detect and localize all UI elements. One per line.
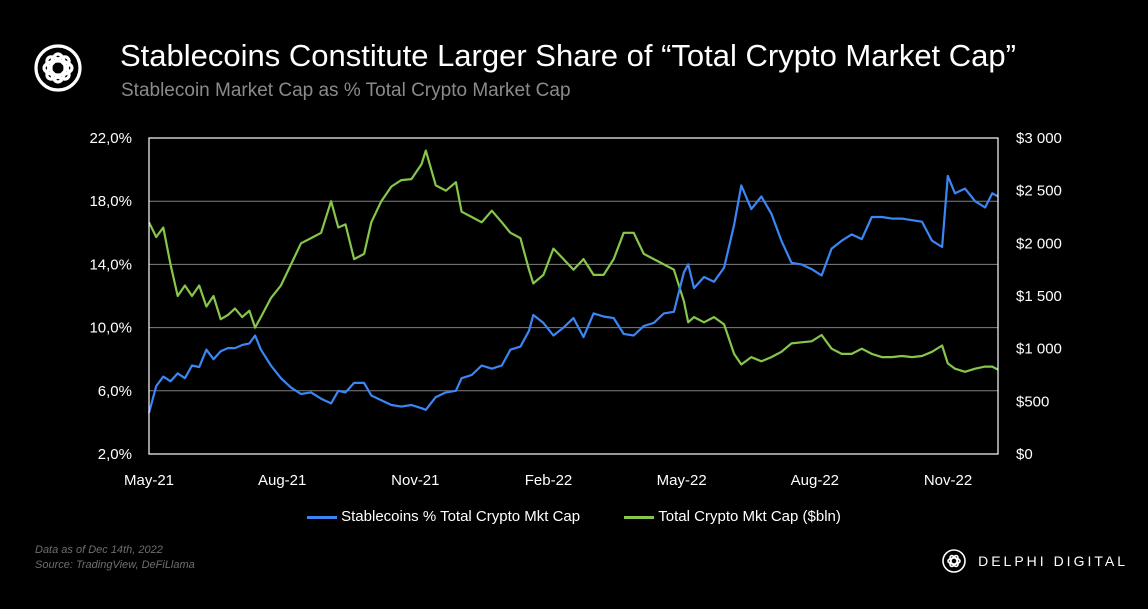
y-right-tick-label: $1 000 [1016,341,1062,358]
delphi-logo-icon [34,44,82,92]
series-line-stablecoins [147,174,999,414]
y-left-tick-label: 18,0% [89,193,132,210]
series-layer [147,149,999,414]
footnote-date: Data as of Dec 14th, 2022 [35,544,163,556]
x-tick-label: Nov-21 [391,472,439,489]
y-left-tick-label: 6,0% [98,383,132,400]
footnote: Data as of Dec 14th, 2022 Source: Tradin… [35,543,195,573]
grid-layer [149,200,998,392]
axis-layer: 2,0% 6,0% 10,0% 14,0% 18,0% 22,0% $0 $500 $1 000… [89,130,1061,489]
legend-swatch-total [624,515,655,519]
x-tick-label: Aug-22 [791,472,839,489]
y-right-tick-label: $0 [1016,446,1033,463]
y-right-tick-label: $3 000 [1016,130,1062,147]
chart-title: Stablecoins Constitute Larger Share of “… [120,38,1016,73]
legend-swatch-stablecoins [307,515,338,519]
chart-subtitle: Stablecoin Market Cap as % Total Crypto … [121,80,571,101]
y-left-tick-label: 2,0% [98,446,132,463]
legend-item-total: Total Crypto Mkt Cap ($bln) [624,508,841,525]
legend-label-stablecoins: Stablecoins % Total Crypto Mkt Cap [341,508,581,525]
y-left-tick-label: 10,0% [89,320,132,337]
x-tick-label: Nov-22 [924,472,972,489]
series-line-total-mkt-cap [148,149,999,373]
x-tick-label: Feb-22 [525,472,573,489]
x-tick-label: May-21 [124,472,174,489]
y-right-tick-label: $500 [1016,393,1049,410]
y-right-tick-label: $2 000 [1016,235,1062,252]
y-right-tick-label: $1 500 [1016,288,1062,305]
y-right-tick-label: $2 500 [1016,183,1062,200]
y-left-tick-label: 22,0% [89,130,132,147]
x-tick-label: May-22 [657,472,707,489]
chart-legend: Stablecoins % Total Crypto Mkt Cap Total… [0,508,1148,525]
plot-border [148,137,999,455]
legend-label-total: Total Crypto Mkt Cap ($bln) [658,508,841,525]
x-tick-label: Aug-21 [258,472,306,489]
y-left-tick-label: 14,0% [89,256,132,273]
brand: DELPHI DIGITAL [940,546,1128,576]
legend-item-stablecoins: Stablecoins % Total Crypto Mkt Cap [307,508,580,525]
delphi-brand-icon [941,549,966,573]
footnote-source: Source: TradingView, DeFiLlama [35,559,195,571]
brand-name: DELPHI DIGITAL [978,553,1128,569]
